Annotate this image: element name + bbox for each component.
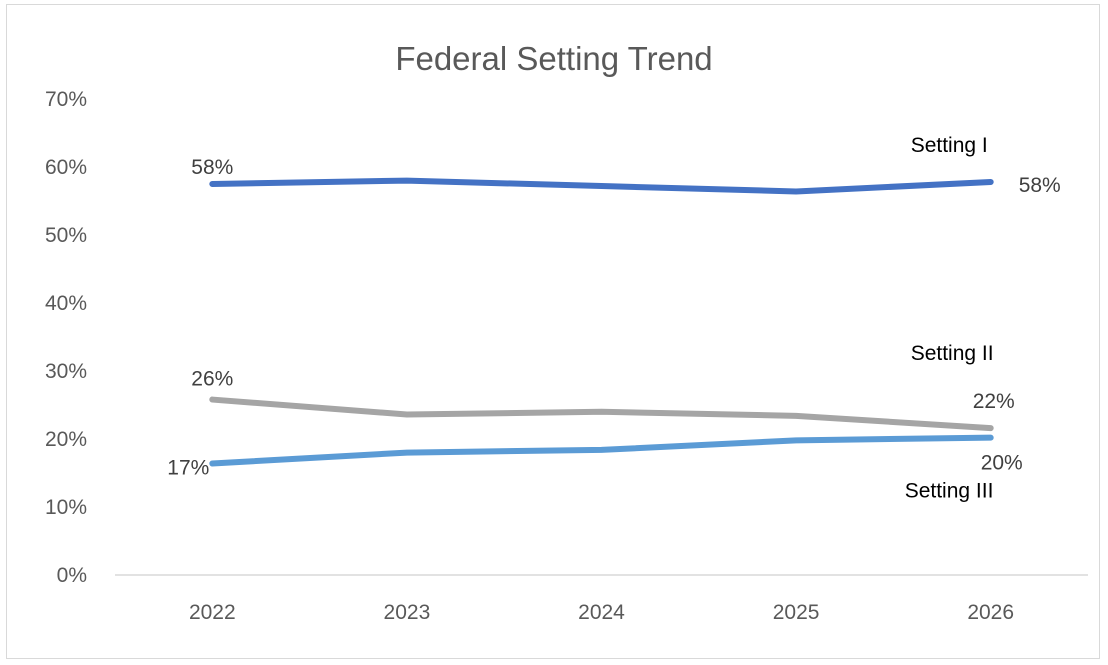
data-labels: 58% 58% Setting I 26% 22% Setting II 17% 20% Set…: [167, 134, 1060, 503]
x-tick-label: 2025: [773, 601, 820, 624]
data-label-first: 17%: [167, 456, 209, 479]
chart-title: Federal Setting Trend: [395, 40, 712, 77]
y-tick-label: 20%: [45, 428, 87, 451]
data-label-last: 20%: [981, 452, 1023, 475]
x-axis-ticks: 2022 2023 2024 2025 2026: [189, 601, 1014, 624]
series-name-label: Setting II: [911, 342, 994, 365]
y-tick-label: 60%: [45, 156, 87, 179]
y-tick-label: 10%: [45, 496, 87, 519]
y-tick-label: 30%: [45, 360, 87, 383]
y-tick-label: 70%: [45, 88, 87, 111]
data-label-first: 26%: [191, 368, 233, 391]
x-tick-label: 2026: [967, 601, 1014, 624]
series-name-label: Setting III: [905, 480, 994, 503]
series-lines: [209, 177, 994, 467]
y-axis-ticks: 0% 10% 20% 30% 40% 50% 60% 70%: [45, 88, 87, 587]
series-line-2: [209, 396, 994, 432]
x-tick-label: 2023: [384, 601, 431, 624]
chart-frame: [6, 4, 1100, 659]
y-tick-label: 50%: [45, 224, 87, 247]
data-label-first: 58%: [191, 156, 233, 179]
data-label-last: 22%: [973, 390, 1015, 413]
data-label-last: 58%: [1019, 174, 1061, 197]
x-tick-label: 2024: [578, 601, 625, 624]
series-line-3: [209, 434, 994, 467]
y-tick-label: 0%: [57, 564, 87, 587]
x-tick-label: 2022: [189, 601, 236, 624]
series-name-label: Setting I: [911, 134, 988, 157]
series-line-1: [209, 177, 994, 195]
y-tick-label: 40%: [45, 292, 87, 315]
